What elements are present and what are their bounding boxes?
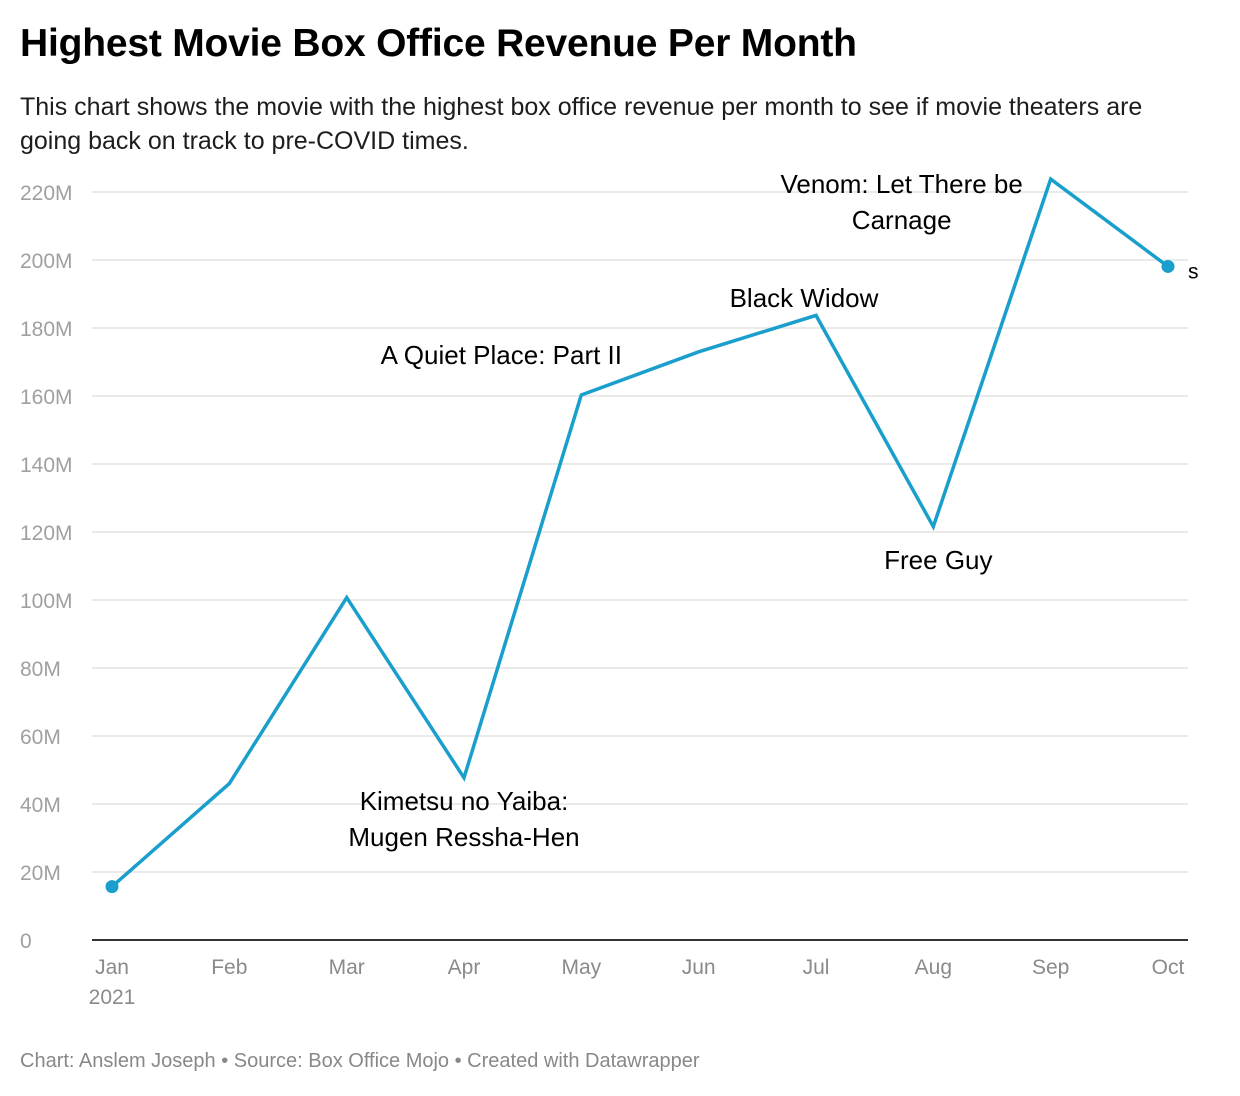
annotation-line: A Quiet Place: Part II bbox=[381, 340, 622, 370]
y-tick-label: 160M bbox=[20, 386, 73, 409]
y-tick-label: 40M bbox=[20, 794, 61, 817]
data-point bbox=[1161, 259, 1175, 273]
series-endpoints bbox=[105, 259, 1175, 894]
annotation-line: Mugen Ressha-Hen bbox=[348, 822, 579, 852]
y-tick-label: 220M bbox=[20, 182, 73, 205]
y-tick-label: 0 bbox=[20, 930, 32, 953]
x-tick-label: Oct bbox=[1152, 956, 1185, 979]
series-line bbox=[110, 176, 1170, 888]
y-tick-label: 120M bbox=[20, 522, 73, 545]
annotation-jul: Black Widow bbox=[730, 283, 879, 313]
chart-credit: Chart: Anslem Joseph • Source: Box Offic… bbox=[20, 1050, 700, 1072]
annotation-line: Kimetsu no Yaiba: bbox=[360, 786, 569, 816]
y-tick-label: 100M bbox=[20, 590, 73, 613]
annotation-aug: Free Guy bbox=[884, 545, 992, 575]
x-tick-label: Jun bbox=[682, 956, 716, 979]
y-tick-label: 20M bbox=[20, 862, 61, 885]
annotation-line: Venom: Let There be bbox=[780, 169, 1022, 199]
x-tick-label: Jan bbox=[95, 956, 129, 979]
x-axis-ticks: Jan Feb Mar Apr May Jun Jul Aug Sep Oct 2021 bbox=[89, 956, 1185, 1009]
annotation-may: A Quiet Place: Part II bbox=[381, 340, 622, 370]
x-tick-label: Mar bbox=[329, 956, 365, 979]
y-axis-ticks: 0 20M 40M 60M 80M 100M 120M 140M 160M 180M 200M 220… bbox=[20, 182, 73, 953]
x-year-label: 2021 bbox=[89, 986, 136, 1009]
gridlines bbox=[92, 191, 1188, 873]
y-tick-label: 180M bbox=[20, 318, 73, 341]
y-tick-label: 200M bbox=[20, 250, 73, 273]
x-tick-label: Feb bbox=[211, 956, 247, 979]
annotation-apr: Kimetsu no Yaiba: Mugen Ressha-Hen bbox=[348, 786, 579, 852]
chart-title: Highest Movie Box Office Revenue Per Mon… bbox=[20, 22, 857, 65]
x-tick-label: Jul bbox=[803, 956, 830, 979]
y-tick-label: 60M bbox=[20, 726, 61, 749]
x-tick-label: Apr bbox=[448, 956, 481, 979]
chart-subtitle: This chart shows the movie with the high… bbox=[20, 93, 1143, 155]
data-point bbox=[105, 880, 119, 894]
end-label: s bbox=[1188, 260, 1199, 283]
annotation-sep: Venom: Let There be Carnage bbox=[780, 169, 1022, 235]
annotation-line: Free Guy bbox=[884, 545, 992, 575]
x-tick-label: Aug bbox=[915, 956, 952, 979]
y-tick-label: 140M bbox=[20, 454, 73, 477]
annotation-line: Carnage bbox=[852, 205, 952, 235]
annotations: s Kimetsu no Yaiba: Mugen Ressha-Hen A Quie… bbox=[348, 169, 1198, 852]
annotation-line: Black Widow bbox=[730, 283, 879, 313]
x-tick-label: Sep bbox=[1032, 956, 1069, 979]
x-tick-label: May bbox=[561, 956, 601, 979]
y-tick-label: 80M bbox=[20, 658, 61, 681]
